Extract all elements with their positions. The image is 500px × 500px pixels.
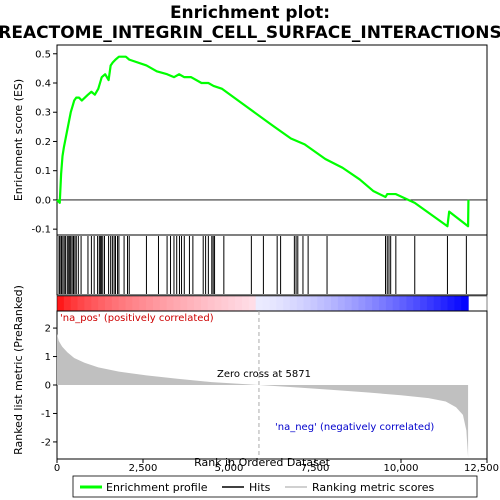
colorbar-segment xyxy=(372,296,380,311)
colorbar-segment xyxy=(283,296,291,311)
metric-y-axis-label: Ranked list metric (PreRanked) xyxy=(12,285,25,455)
colorbar-segment xyxy=(235,296,243,311)
hits-panel xyxy=(56,234,488,296)
colorbar-segment xyxy=(214,296,223,311)
colorbar-segment xyxy=(447,296,455,311)
x-axis: 0 2,500 5,000 7,500 10,000 12,500 xyxy=(54,459,499,474)
colorbar-segment xyxy=(262,296,270,311)
colorbar-segment xyxy=(194,296,202,311)
colorbar-segment xyxy=(344,296,353,311)
colorbar-segment xyxy=(365,296,373,311)
metric-y-tick-label: -1 xyxy=(41,409,51,420)
colorbar-segment xyxy=(337,296,346,311)
colorbar-segment xyxy=(221,296,229,311)
colorbar-segment xyxy=(331,296,339,311)
colorbar-segment xyxy=(91,296,99,311)
metric-y-tick-label: 1 xyxy=(45,352,51,363)
x-axis-label: Rank in Ordered Dataset xyxy=(194,456,331,469)
zero-cross-annotation: Zero cross at 5871 xyxy=(217,369,311,380)
es-panel xyxy=(56,44,488,236)
es-y-tick-label: 0.4 xyxy=(35,79,51,90)
colorbar-segment xyxy=(351,296,360,311)
colorbar-segment xyxy=(152,296,161,311)
colorbar-segment xyxy=(255,296,264,311)
neg-annotation: 'na_neg' (negatively correlated) xyxy=(275,422,434,433)
colorbar-segment xyxy=(200,296,209,311)
colorbar-segment xyxy=(132,296,140,311)
metric-y-tick-label: 2 xyxy=(45,324,51,335)
chart-title-line1: Enrichment plot: xyxy=(170,3,330,23)
colorbar-segment xyxy=(118,296,127,311)
colorbar-segment xyxy=(228,296,236,311)
colorbar-segment xyxy=(146,296,154,311)
colorbar-segment xyxy=(57,296,65,311)
colorbar-segment xyxy=(420,296,428,311)
x-tick-label: 5,000 xyxy=(215,463,244,474)
metric-y-tick-label: 0 xyxy=(45,381,51,392)
metric-y-tick-label: -2 xyxy=(41,437,51,448)
es-y-tick-label: 0.5 xyxy=(35,49,51,60)
colorbar-segment xyxy=(317,296,325,311)
colorbar-segment xyxy=(248,296,257,311)
x-tick-label: 2,500 xyxy=(129,463,158,474)
colorbar-segment xyxy=(426,296,435,311)
es-y-tick-label: 0.0 xyxy=(35,195,51,206)
colorbar-segment xyxy=(241,296,250,311)
x-tick-label: 10,000 xyxy=(384,463,419,474)
colorbar-segment xyxy=(207,296,216,311)
colorbar-segment xyxy=(84,296,92,311)
colorbar-segment xyxy=(379,296,387,311)
colorbar-segment xyxy=(269,296,277,311)
colorbar-segment xyxy=(159,296,168,311)
colorbar-segment xyxy=(77,296,86,311)
es-y-tick-label: -0.1 xyxy=(31,225,51,236)
colorbar-segment xyxy=(104,296,113,311)
colorbar-segment xyxy=(166,296,175,311)
colorbar-segment xyxy=(303,296,312,311)
colorbar-segment xyxy=(385,296,394,311)
colorbar-segment xyxy=(289,296,298,311)
x-tick-label: 7,500 xyxy=(301,463,330,474)
colorbar-segment xyxy=(358,296,366,311)
pos-annotation: 'na_pos' (positively correlated) xyxy=(60,313,214,324)
colorbar-segment xyxy=(276,296,284,311)
colorbar-segment xyxy=(180,296,188,311)
x-tick-label: 0 xyxy=(54,463,60,474)
colorbar-segment xyxy=(324,296,332,311)
colorbar-segment xyxy=(413,296,421,311)
legend-box xyxy=(72,475,478,498)
colorbar-segment xyxy=(440,296,449,311)
colorbar-segment xyxy=(98,296,106,311)
rank-color-bar xyxy=(57,296,469,311)
es-y-tick-label: 0.3 xyxy=(35,108,51,119)
colorbar-segment xyxy=(433,296,442,311)
es-y-axis-label: Enrichment score (ES) xyxy=(12,79,25,201)
colorbar-segment xyxy=(63,296,72,311)
colorbar-segment xyxy=(70,296,79,311)
x-tick-label: 12,500 xyxy=(464,463,499,474)
metric-y-axis: -2 -1 0 1 2 xyxy=(41,324,57,448)
colorbar-segment xyxy=(111,296,120,311)
colorbar-segment xyxy=(296,296,305,311)
hits-group xyxy=(58,236,467,294)
colorbar-segment xyxy=(173,296,181,311)
chart-title-line2: REACTOME_INTEGRIN_CELL_SURFACE_INTERACTI… xyxy=(0,23,500,43)
es-curve-group xyxy=(56,55,470,228)
colorbar-segment xyxy=(139,296,147,311)
colorbar-segment xyxy=(392,296,401,311)
colorbar-segment xyxy=(399,296,408,311)
legend-hits-label: Hits xyxy=(249,481,271,494)
es-y-tick-label: 0.2 xyxy=(35,137,51,148)
colorbar-segment xyxy=(125,296,133,311)
es-y-tick-label: 0.1 xyxy=(35,166,51,177)
es-y-axis: -0.1 0.0 0.1 0.2 0.3 0.4 0.5 xyxy=(31,49,57,236)
colorbar-segment xyxy=(310,296,318,311)
colorbar-segment xyxy=(454,296,462,311)
colorbar-segment xyxy=(461,296,469,311)
colorbar-segment xyxy=(406,296,414,311)
legend-metric-label: Ranking metric scores xyxy=(312,481,434,494)
legend-es-label: Enrichment profile xyxy=(106,481,208,494)
colorbar-segment xyxy=(187,296,195,311)
